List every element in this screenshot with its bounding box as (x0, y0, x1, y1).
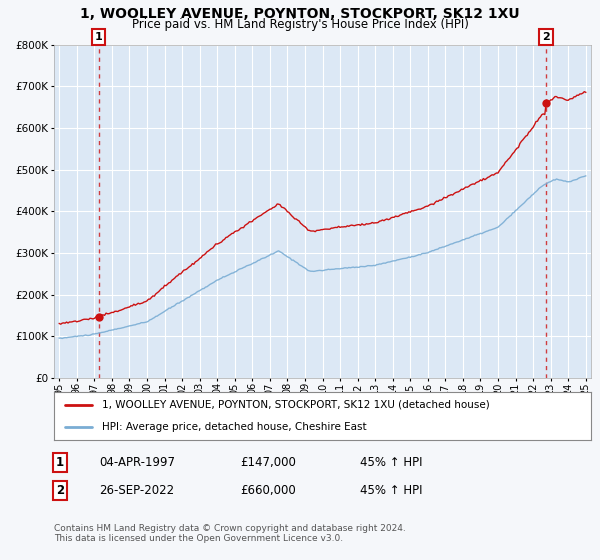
Text: 2: 2 (56, 484, 64, 497)
Text: 45% ↑ HPI: 45% ↑ HPI (360, 456, 422, 469)
Text: 1: 1 (56, 456, 64, 469)
Text: 1: 1 (95, 32, 103, 42)
Text: 45% ↑ HPI: 45% ↑ HPI (360, 484, 422, 497)
Text: 2: 2 (542, 32, 550, 42)
Text: 04-APR-1997: 04-APR-1997 (99, 456, 175, 469)
Text: £147,000: £147,000 (240, 456, 296, 469)
Text: Price paid vs. HM Land Registry's House Price Index (HPI): Price paid vs. HM Land Registry's House … (131, 18, 469, 31)
Text: 26-SEP-2022: 26-SEP-2022 (99, 484, 174, 497)
Text: Contains HM Land Registry data © Crown copyright and database right 2024.
This d: Contains HM Land Registry data © Crown c… (54, 524, 406, 543)
Text: £660,000: £660,000 (240, 484, 296, 497)
Text: 1, WOOLLEY AVENUE, POYNTON, STOCKPORT, SK12 1XU: 1, WOOLLEY AVENUE, POYNTON, STOCKPORT, S… (80, 7, 520, 21)
Text: HPI: Average price, detached house, Cheshire East: HPI: Average price, detached house, Ches… (103, 422, 367, 432)
Text: 1, WOOLLEY AVENUE, POYNTON, STOCKPORT, SK12 1XU (detached house): 1, WOOLLEY AVENUE, POYNTON, STOCKPORT, S… (103, 400, 490, 410)
